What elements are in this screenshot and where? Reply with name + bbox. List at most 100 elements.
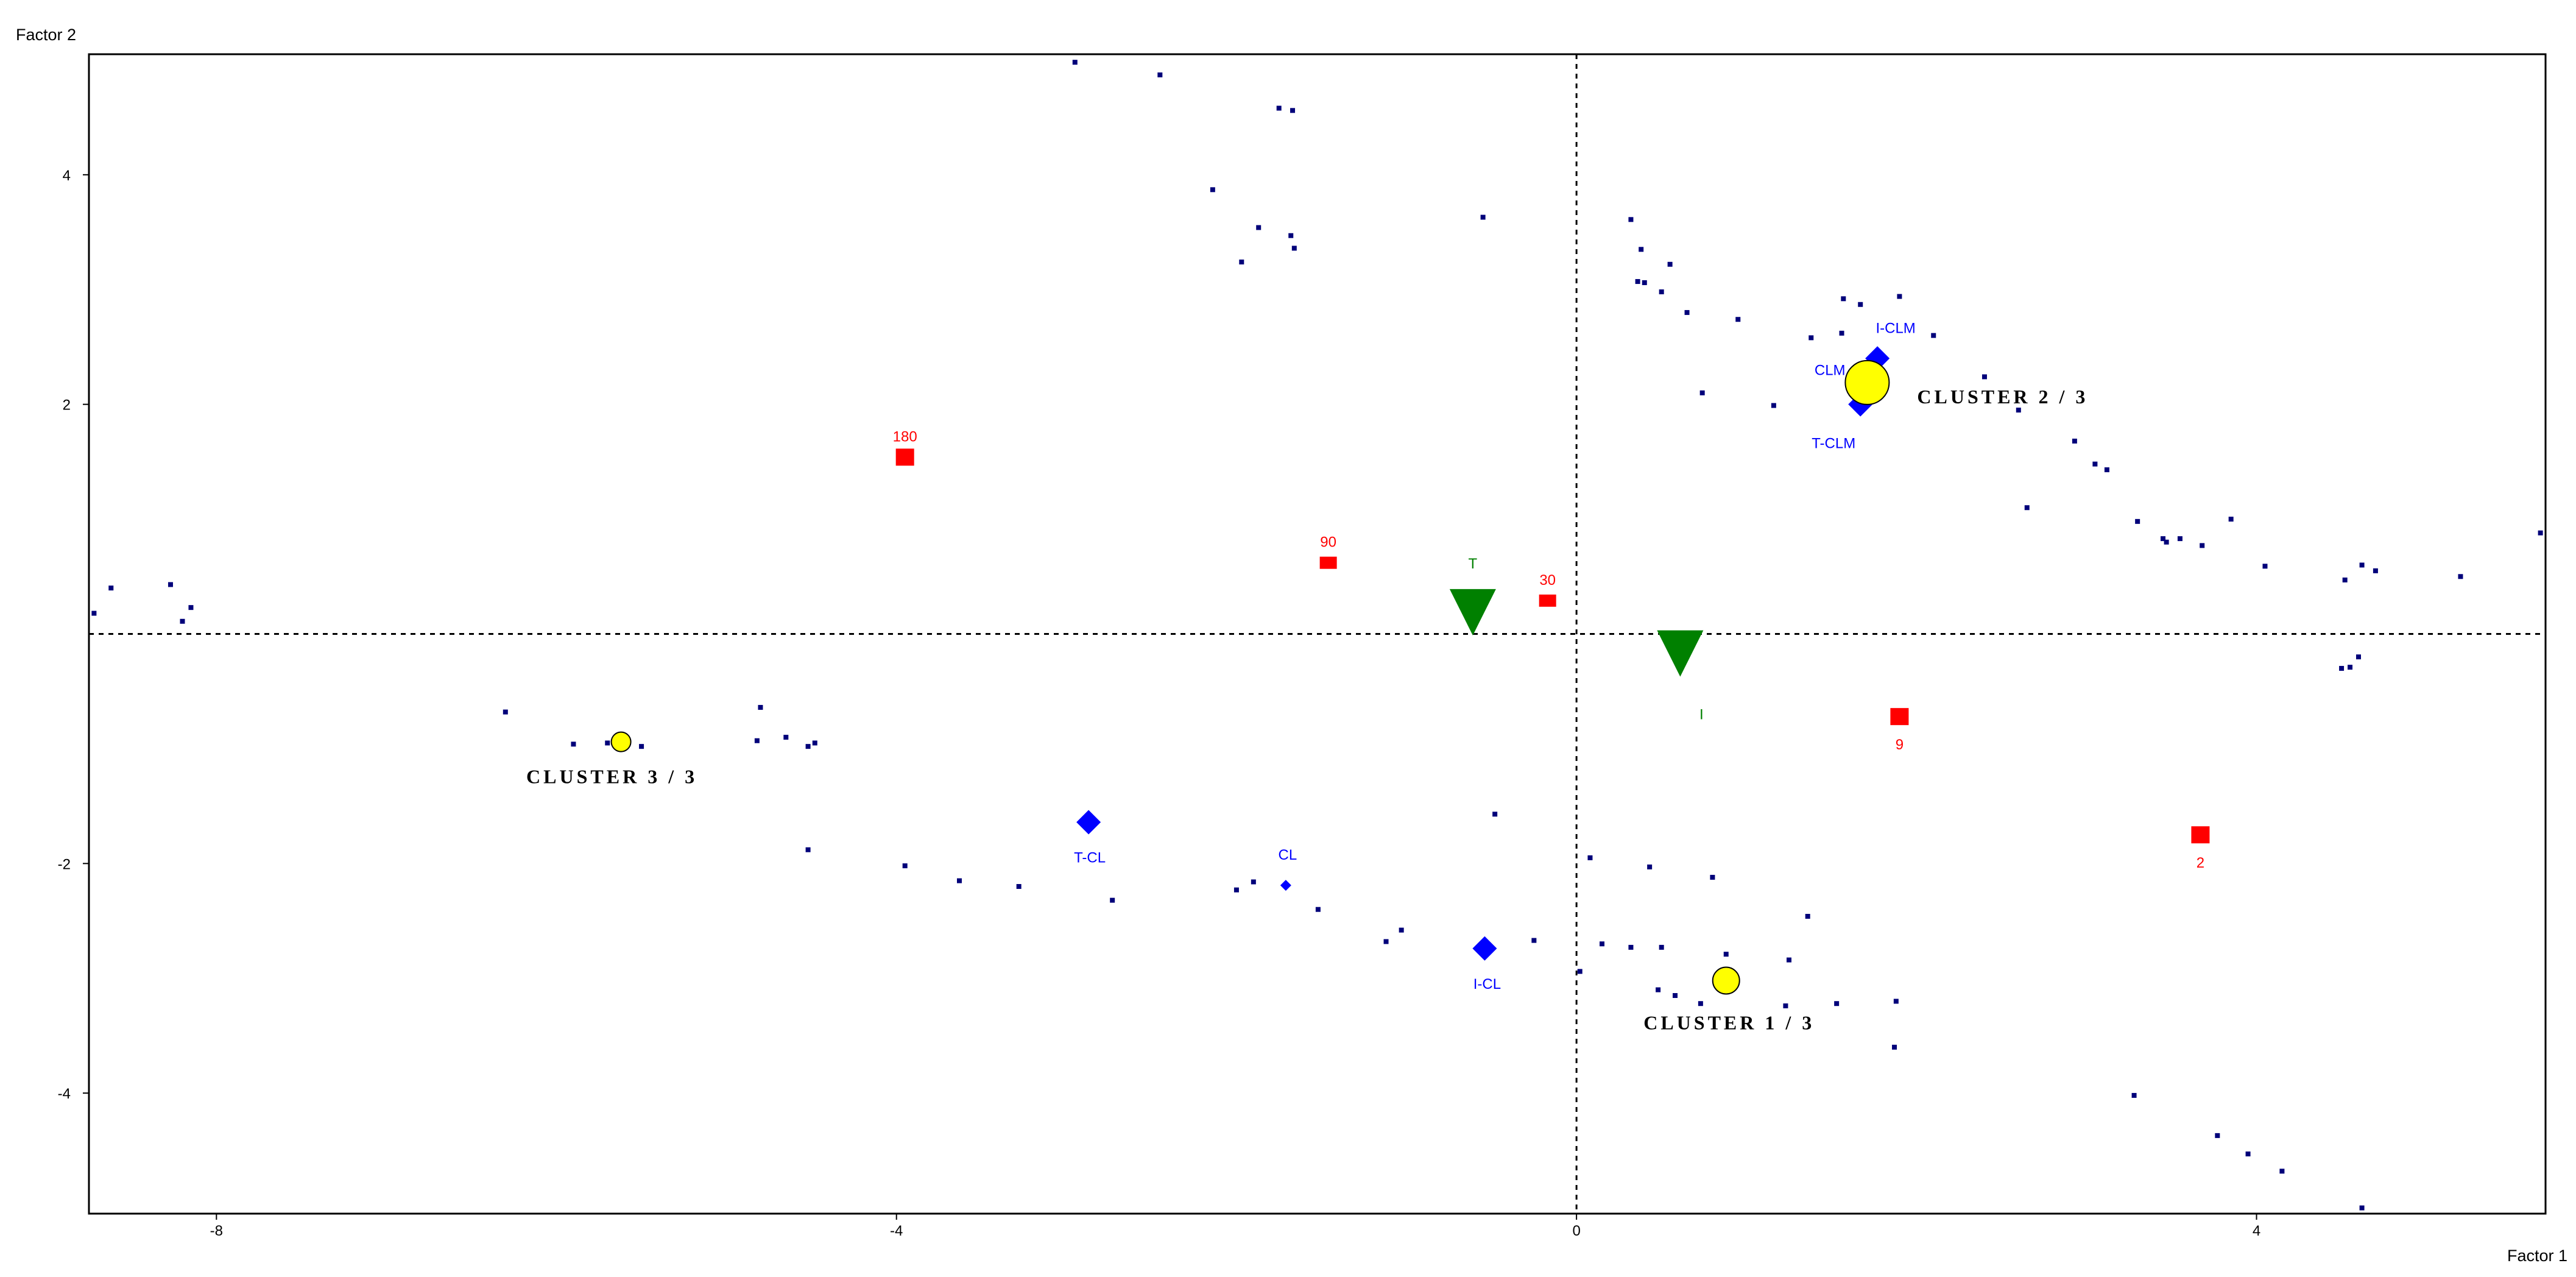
individual-point — [1787, 957, 1792, 963]
individual-point — [1723, 952, 1729, 957]
individual-point — [1628, 944, 1634, 950]
individual-point — [1893, 999, 1899, 1004]
individual-point — [1841, 296, 1846, 302]
individual-point — [1673, 993, 1678, 999]
modality-label: I-CLM — [1876, 320, 1915, 336]
cluster-centers: CLUSTER 2 / 3 CLUSTER 1 / 3 CLUSTER 3 / 3 — [526, 359, 2088, 1034]
individual-point — [1016, 884, 1022, 890]
cluster-center-marker — [610, 731, 632, 752]
individual-point — [2135, 518, 2140, 524]
individual-point — [1072, 60, 1078, 65]
y-tick-label: -4 — [58, 1086, 71, 1102]
individual-point — [2024, 505, 2030, 511]
numeric-marker — [1539, 594, 1556, 607]
individual-point — [1599, 941, 1604, 947]
individual-point — [1587, 855, 1593, 860]
individual-point — [1210, 187, 1215, 193]
individual-point — [1383, 939, 1389, 944]
individual-point — [1897, 294, 1902, 299]
individual-point — [754, 738, 760, 743]
individual-point — [1839, 330, 1844, 336]
individual-point — [2373, 568, 2378, 573]
modality-label: I-CL — [1473, 976, 1501, 992]
individual-point — [1931, 333, 1936, 338]
modality-label: T-CLM — [1812, 436, 1855, 452]
individual-point — [1635, 279, 1640, 285]
individual-point — [902, 863, 908, 869]
individual-point — [1858, 302, 1863, 307]
individual-point — [2348, 665, 2353, 670]
individual-point — [503, 709, 508, 715]
individual-point — [812, 740, 817, 746]
numeric-points: 180 90 30 9 2 — [893, 428, 2210, 871]
individual-point — [188, 605, 194, 610]
individual-point — [1577, 969, 1583, 974]
individual-point — [2538, 530, 2543, 536]
individual-point — [1276, 105, 1282, 111]
individual-point — [2458, 574, 2463, 579]
individual-point — [168, 582, 173, 587]
individual-point — [1480, 214, 1486, 220]
type-marker — [1657, 630, 1704, 677]
numeric-label: 180 — [893, 428, 917, 445]
individual-point — [2092, 461, 2098, 467]
individual-point — [1639, 247, 1644, 252]
individual-point — [805, 744, 811, 749]
cluster-label: CLUSTER 2 / 3 — [1917, 386, 2088, 408]
individual-point — [1288, 233, 1294, 238]
modality-points: I-CLM CLM T-CLM T-CL CL I-CL — [1074, 320, 1916, 992]
individual-point — [1256, 225, 1262, 230]
modality-label: CL — [1279, 847, 1297, 863]
x-tick-label: 0 — [1572, 1223, 1580, 1239]
individual-point — [2279, 1169, 2285, 1174]
individual-point — [2177, 536, 2183, 542]
individual-point — [1531, 938, 1537, 943]
individual-point — [605, 740, 610, 746]
x-axis-title: Factor 1 — [2507, 1247, 2567, 1265]
x-tick-label: 4 — [2253, 1223, 2260, 1239]
individual-point — [1628, 217, 1634, 222]
individual-point — [1667, 261, 1673, 267]
individual-point — [1659, 944, 1664, 950]
individual-point — [1315, 907, 1321, 912]
individual-point — [2228, 517, 2234, 522]
individual-point — [1110, 897, 1115, 903]
numeric-marker — [2191, 826, 2210, 844]
individual-point — [639, 744, 644, 749]
individual-point — [1492, 812, 1498, 817]
y-tick-label: 2 — [63, 397, 71, 414]
individual-point — [180, 618, 185, 624]
x-tick-label: -4 — [890, 1223, 903, 1239]
individual-point — [1771, 403, 1776, 408]
individual-point — [2355, 654, 2361, 660]
numeric-label: 9 — [1896, 737, 1904, 753]
individual-point — [1659, 289, 1664, 295]
individual-point — [1642, 280, 1647, 285]
individual-point — [783, 735, 789, 740]
individual-point — [1808, 335, 1814, 341]
numeric-label: 90 — [1320, 534, 1336, 551]
individual-point — [1157, 72, 1163, 77]
individual-point — [2131, 1092, 2137, 1098]
individual-point — [2104, 467, 2109, 473]
individual-point — [758, 705, 763, 710]
y-axis-title: Factor 2 — [16, 26, 76, 44]
individual-point — [1291, 246, 1297, 251]
cluster-label: CLUSTER 1 / 3 — [1643, 1012, 1815, 1034]
type-marker — [1449, 589, 1496, 635]
numeric-marker — [1890, 708, 1909, 726]
modality-label: CLM — [1815, 362, 1846, 378]
individual-point — [571, 741, 576, 747]
individual-point — [1735, 317, 1741, 322]
individual-point — [1251, 879, 1256, 885]
individual-points — [91, 60, 2543, 1211]
individual-point — [2342, 577, 2348, 582]
type-points: TI — [1449, 556, 1704, 723]
individual-point — [1684, 310, 1690, 315]
individual-point — [2161, 536, 2166, 542]
individual-point — [2164, 539, 2169, 545]
individual-point — [1783, 1003, 1788, 1008]
numeric-label: 30 — [1539, 572, 1556, 589]
modality-label: T-CL — [1074, 850, 1106, 866]
individual-point — [1647, 864, 1653, 869]
